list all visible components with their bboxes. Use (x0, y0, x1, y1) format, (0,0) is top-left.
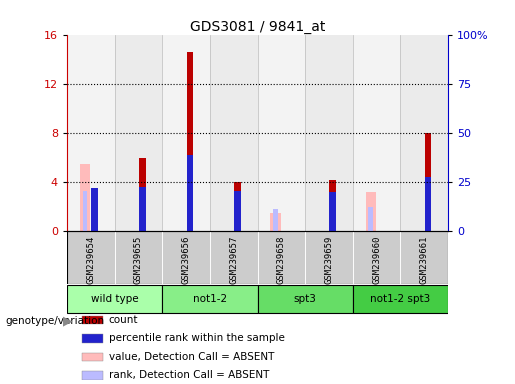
Text: spt3: spt3 (294, 294, 317, 304)
Text: count: count (109, 315, 139, 325)
Bar (353, 35, 401, 232)
Text: value, Detection Call = ABSENT: value, Detection Call = ABSENT (109, 352, 274, 362)
Bar (67, 285, 162, 313)
Bar (114, 35, 162, 232)
Bar (82, 371, 103, 379)
Bar (67, 35, 115, 232)
Bar (186, 52, 193, 232)
Bar (258, 35, 305, 232)
Bar (353, 232, 401, 284)
Bar (330, 192, 336, 232)
Bar (273, 209, 278, 232)
Bar (234, 191, 241, 232)
Bar (114, 232, 162, 284)
Bar (162, 285, 258, 313)
Bar (67, 232, 115, 284)
Bar (330, 180, 336, 232)
Bar (82, 316, 103, 324)
Bar (210, 35, 258, 232)
Bar (258, 285, 353, 313)
Text: wild type: wild type (91, 294, 139, 304)
Text: genotype/variation: genotype/variation (5, 316, 104, 326)
Text: GSM239658: GSM239658 (277, 236, 286, 284)
Bar (91, 189, 98, 232)
Text: GSM239656: GSM239656 (182, 236, 191, 284)
Bar (353, 285, 448, 313)
Text: GSM239657: GSM239657 (229, 236, 238, 284)
Text: not1-2: not1-2 (193, 294, 227, 304)
Bar (258, 232, 305, 284)
Bar (162, 232, 210, 284)
Text: ▶: ▶ (63, 314, 73, 327)
Bar (369, 207, 373, 232)
Title: GDS3081 / 9841_at: GDS3081 / 9841_at (190, 20, 325, 33)
Text: GSM239655: GSM239655 (134, 236, 143, 284)
Bar (425, 177, 432, 232)
Bar (82, 334, 103, 343)
Text: percentile rank within the sample: percentile rank within the sample (109, 333, 285, 344)
Bar (139, 187, 146, 232)
Text: GSM239654: GSM239654 (87, 236, 95, 284)
Bar (234, 182, 241, 232)
Bar (270, 213, 281, 232)
Bar (305, 232, 353, 284)
Text: rank, Detection Call = ABSENT: rank, Detection Call = ABSENT (109, 370, 269, 380)
Bar (401, 35, 448, 232)
Text: GSM239660: GSM239660 (372, 236, 381, 284)
Bar (139, 157, 146, 232)
Bar (366, 192, 376, 232)
Bar (305, 35, 353, 232)
Bar (80, 164, 90, 232)
Bar (210, 232, 258, 284)
Text: not1-2 spt3: not1-2 spt3 (370, 294, 431, 304)
Bar (186, 155, 193, 232)
Bar (83, 191, 88, 232)
Bar (425, 133, 432, 232)
Bar (162, 35, 210, 232)
Bar (82, 353, 103, 361)
Bar (401, 232, 448, 284)
Text: GSM239661: GSM239661 (420, 236, 428, 284)
Text: GSM239659: GSM239659 (324, 236, 333, 284)
